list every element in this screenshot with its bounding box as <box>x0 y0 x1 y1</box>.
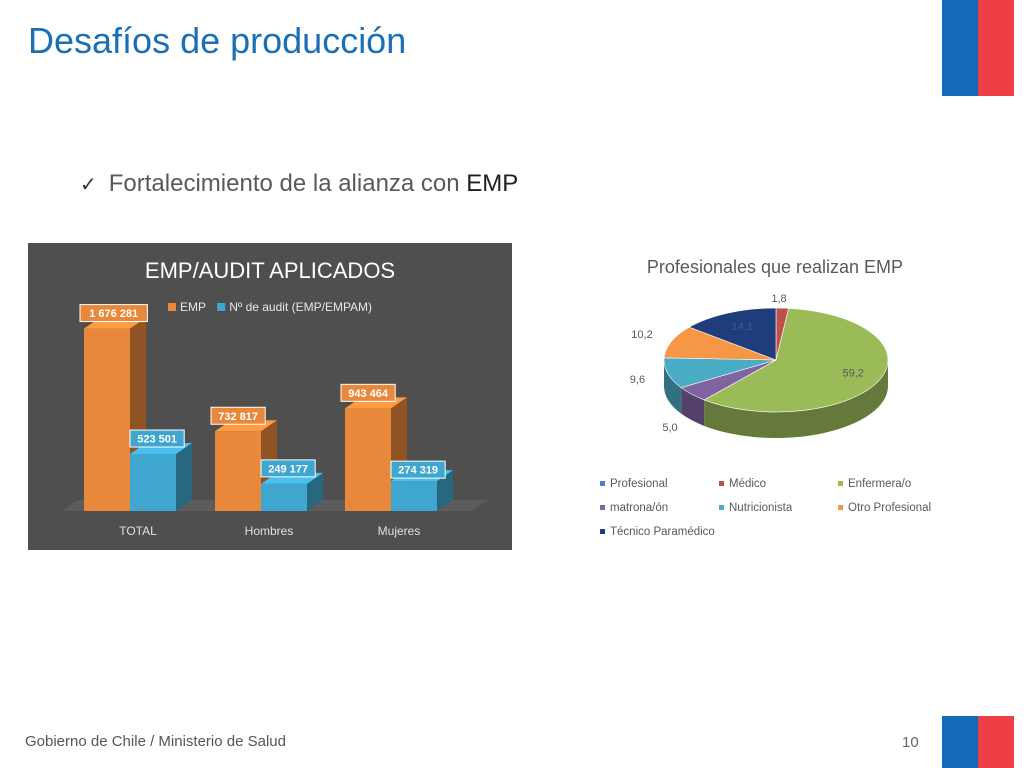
bar <box>84 328 130 511</box>
legend-swatch <box>719 505 724 510</box>
legend-label: Profesional <box>610 478 668 490</box>
pie-slice-side <box>664 360 682 414</box>
bullet-emphasis: EMP <box>466 170 519 197</box>
pie-slice-side <box>704 360 888 438</box>
pie-data-label: 14,1 <box>732 321 753 333</box>
pie-slice <box>703 308 889 413</box>
data-label: 523 501 <box>137 434 177 446</box>
bar <box>345 408 391 511</box>
legend-label: Médico <box>729 478 766 490</box>
legend-label: Nutricionista <box>729 502 793 514</box>
legend-label: Enfermera/o <box>848 478 911 490</box>
legend-label: Técnico Paramédico <box>610 526 715 538</box>
data-label: 249 177 <box>268 463 308 475</box>
bullet-point: ✓ Fortalecimiento de la alianza con EMP <box>80 170 518 198</box>
bar <box>215 431 261 511</box>
pie-slice <box>663 326 777 361</box>
pie-data-label: 5,0 <box>662 422 677 434</box>
bar <box>391 481 437 511</box>
legend-swatch <box>719 481 724 486</box>
slide-title: Desafíos de producción <box>28 20 407 61</box>
data-label-box <box>129 429 185 448</box>
data-label-box <box>390 460 446 479</box>
data-label-box <box>79 304 148 323</box>
legend-label: matrona/ón <box>610 502 668 514</box>
pie-slice <box>688 307 777 361</box>
x-tick-label: Mujeres <box>378 524 421 538</box>
chart-title: EMP/AUDIT APLICADOS <box>145 258 395 283</box>
data-label: 943 464 <box>348 388 389 400</box>
data-label: 732 817 <box>218 411 258 423</box>
pie-data-label: 1,8 <box>771 293 786 305</box>
bar-side <box>176 443 192 511</box>
legend-swatch <box>168 303 176 311</box>
page-number: 10 <box>902 734 919 751</box>
data-label-box <box>260 459 316 478</box>
x-tick-label: Hombres <box>245 524 294 538</box>
bar-chart: EMP/AUDIT APLICADOS EMP Nº de audit (EMP/E… <box>62 258 488 538</box>
legend-swatch <box>600 529 605 534</box>
flag-red-stripe <box>978 0 1014 96</box>
flag-decoration-top <box>942 0 1014 96</box>
bar <box>261 483 307 511</box>
legend-label: Otro Profesional <box>848 502 931 514</box>
pie-data-label: 59,2 <box>843 367 864 379</box>
pie-chart: Profesionales que realizan EMP 1,8 59,2 5,0… <box>600 257 931 538</box>
data-label: 1 676 281 <box>89 308 138 320</box>
pie-slice-side <box>681 387 705 426</box>
legend-label: EMP <box>180 300 206 314</box>
data-label-box <box>340 383 396 402</box>
legend-swatch <box>838 481 843 486</box>
legend-swatch <box>838 505 843 510</box>
bar <box>130 454 176 511</box>
legend-swatch <box>600 505 605 510</box>
footer-text: Gobierno de Chile / Ministerio de Salud <box>25 733 286 750</box>
bar-chart-panel: EMP/AUDIT APLICADOS EMP Nº de audit (EMP/E… <box>28 243 512 550</box>
x-tick-label: TOTAL <box>119 524 157 538</box>
pie-data-label: 10,2 <box>631 329 652 341</box>
data-label-box <box>210 406 266 425</box>
flag-blue-stripe <box>942 0 978 96</box>
flag-red-stripe <box>978 716 1014 768</box>
data-label: 274 319 <box>398 465 438 477</box>
flag-blue-stripe <box>942 716 978 768</box>
bullet-text: Fortalecimiento de la alianza con <box>108 170 460 197</box>
legend-swatch <box>600 481 605 486</box>
legend-label: Nº de audit (EMP/EMPAM) <box>229 300 372 314</box>
bar-side <box>307 472 323 511</box>
bar-side <box>437 470 453 511</box>
flag-decoration-bottom <box>942 716 1014 768</box>
chart-title: Profesionales que realizan EMP <box>647 257 903 277</box>
pie-data-label: 9,6 <box>630 374 645 386</box>
checkmark-icon: ✓ <box>80 172 97 196</box>
legend-swatch <box>217 303 226 311</box>
pie-chart-panel: Profesionales que realizan EMP 1,8 59,2 5,0… <box>590 245 960 555</box>
